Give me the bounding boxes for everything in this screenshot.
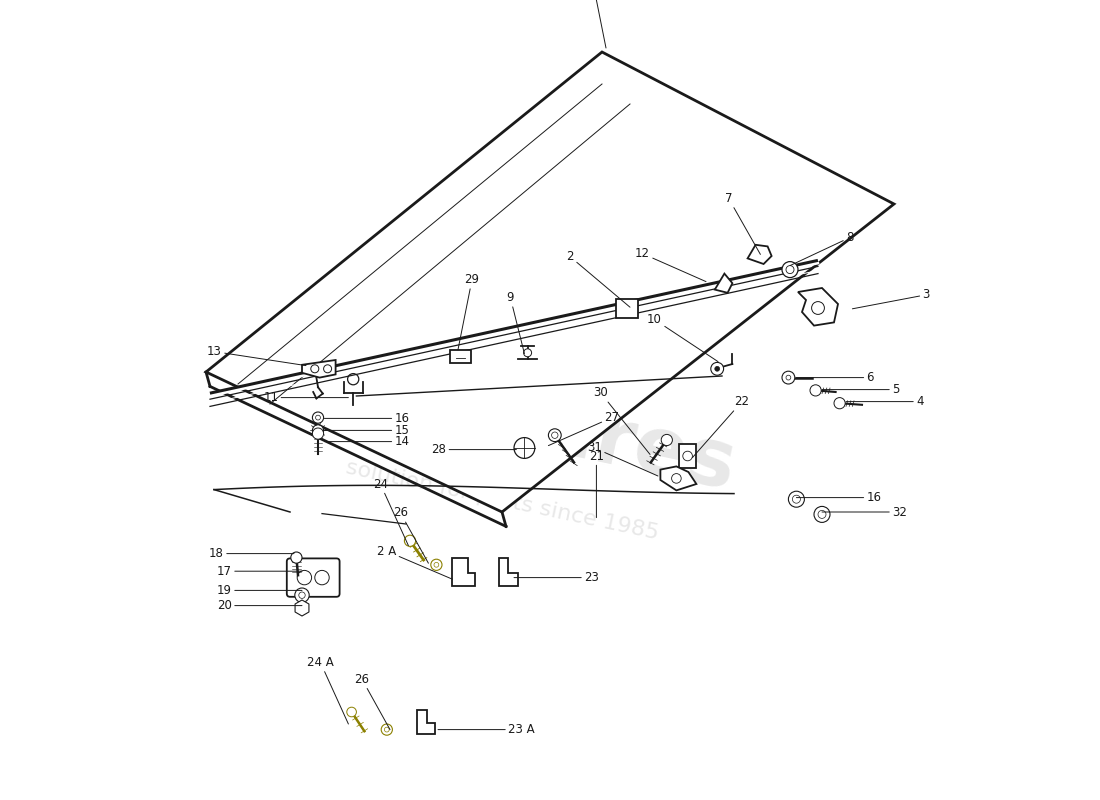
Text: 20: 20 bbox=[217, 599, 302, 612]
Text: 3: 3 bbox=[852, 288, 930, 309]
Circle shape bbox=[295, 588, 309, 602]
Circle shape bbox=[431, 559, 442, 570]
Circle shape bbox=[834, 398, 845, 409]
FancyBboxPatch shape bbox=[450, 350, 471, 363]
Circle shape bbox=[810, 385, 822, 396]
Text: solution for parts since 1985: solution for parts since 1985 bbox=[343, 457, 660, 543]
Polygon shape bbox=[715, 274, 733, 293]
Text: 17: 17 bbox=[217, 565, 302, 578]
Text: 26: 26 bbox=[393, 506, 428, 563]
Text: 11: 11 bbox=[263, 391, 349, 404]
Circle shape bbox=[346, 707, 356, 717]
Text: 32: 32 bbox=[822, 506, 906, 518]
Text: 15: 15 bbox=[324, 424, 409, 437]
Text: 16: 16 bbox=[324, 412, 409, 425]
Text: 24: 24 bbox=[373, 478, 408, 546]
Circle shape bbox=[715, 366, 719, 371]
Text: 14: 14 bbox=[324, 435, 409, 448]
Text: 22: 22 bbox=[692, 395, 749, 458]
Circle shape bbox=[782, 371, 795, 384]
Circle shape bbox=[711, 362, 724, 375]
FancyBboxPatch shape bbox=[616, 299, 638, 318]
Polygon shape bbox=[206, 52, 894, 512]
Text: 6: 6 bbox=[796, 371, 873, 384]
Text: 9: 9 bbox=[507, 291, 525, 354]
Circle shape bbox=[312, 412, 323, 423]
Text: 30: 30 bbox=[593, 386, 650, 454]
Circle shape bbox=[524, 349, 531, 357]
Polygon shape bbox=[295, 600, 309, 616]
Text: 28: 28 bbox=[431, 443, 516, 456]
Polygon shape bbox=[798, 288, 838, 326]
Circle shape bbox=[312, 425, 323, 436]
Circle shape bbox=[782, 262, 797, 278]
Text: 27: 27 bbox=[549, 411, 619, 446]
Text: 2 A: 2 A bbox=[377, 545, 452, 579]
Circle shape bbox=[514, 438, 535, 458]
Text: 2: 2 bbox=[566, 250, 630, 307]
Text: 26: 26 bbox=[354, 673, 390, 730]
Text: 23 A: 23 A bbox=[438, 723, 535, 736]
Circle shape bbox=[382, 724, 393, 735]
Text: 29: 29 bbox=[458, 273, 480, 350]
FancyBboxPatch shape bbox=[287, 558, 340, 597]
Text: 7: 7 bbox=[725, 192, 760, 254]
Text: 24 A: 24 A bbox=[307, 656, 349, 724]
Polygon shape bbox=[660, 466, 696, 490]
Text: 5: 5 bbox=[822, 383, 900, 396]
Text: 21: 21 bbox=[588, 450, 604, 518]
Text: 12: 12 bbox=[635, 247, 706, 282]
Text: 16: 16 bbox=[796, 491, 881, 504]
Text: eurospares: eurospares bbox=[229, 325, 744, 507]
Text: 13: 13 bbox=[207, 345, 306, 366]
FancyBboxPatch shape bbox=[679, 444, 696, 468]
Text: 23: 23 bbox=[514, 571, 598, 584]
Text: 4: 4 bbox=[846, 395, 924, 408]
Circle shape bbox=[405, 535, 416, 546]
Polygon shape bbox=[452, 558, 475, 586]
Polygon shape bbox=[498, 558, 518, 586]
Circle shape bbox=[814, 506, 830, 522]
Circle shape bbox=[312, 428, 323, 439]
Text: 31: 31 bbox=[587, 442, 658, 476]
Polygon shape bbox=[417, 710, 434, 734]
Circle shape bbox=[661, 434, 672, 446]
Text: 8: 8 bbox=[790, 231, 854, 266]
Text: 19: 19 bbox=[217, 584, 302, 597]
Polygon shape bbox=[302, 360, 336, 378]
Text: 10: 10 bbox=[647, 313, 718, 362]
Text: 1: 1 bbox=[588, 0, 606, 48]
Circle shape bbox=[789, 491, 804, 507]
Text: 18: 18 bbox=[209, 547, 294, 560]
Circle shape bbox=[290, 552, 303, 563]
Polygon shape bbox=[748, 245, 771, 264]
Circle shape bbox=[549, 429, 561, 442]
